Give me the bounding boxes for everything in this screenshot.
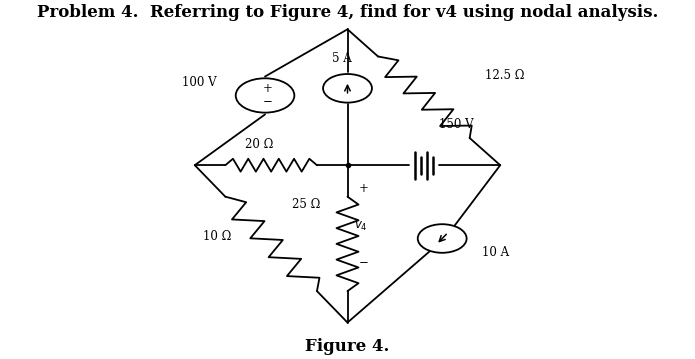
Text: +: + [263,83,273,95]
Text: 10 Ω: 10 Ω [203,230,231,243]
Text: 150 V: 150 V [439,118,474,131]
Circle shape [236,78,295,113]
Text: −: − [359,255,368,268]
Text: 10 A: 10 A [482,246,509,259]
Circle shape [323,74,372,103]
Text: Figure 4.: Figure 4. [305,338,390,355]
Text: Problem 4.  Referring to Figure 4, find for v4 using nodal analysis.: Problem 4. Referring to Figure 4, find f… [37,4,658,21]
Text: 12.5 Ω: 12.5 Ω [485,69,525,82]
Text: 100 V: 100 V [181,76,216,89]
Text: 25 Ω: 25 Ω [292,198,320,211]
Text: 5 A: 5 A [332,52,351,65]
Circle shape [418,224,466,253]
Text: +: + [359,182,368,195]
Text: −: − [263,94,273,107]
Text: 20 Ω: 20 Ω [245,138,273,151]
Text: $v_4$: $v_4$ [354,219,368,233]
